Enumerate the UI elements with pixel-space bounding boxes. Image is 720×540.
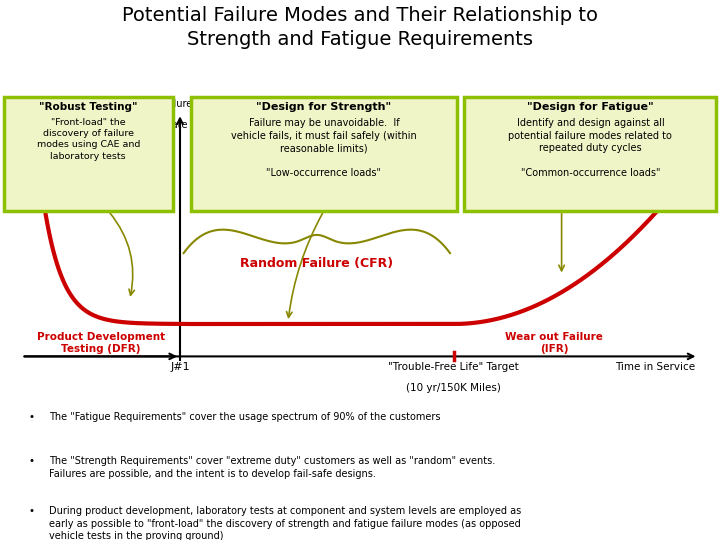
Text: •: • [29,456,35,467]
FancyBboxPatch shape [464,97,716,211]
Text: During product development, laboratory tests at component and system levels are : During product development, laboratory t… [49,507,521,540]
Text: The "Strength Requirements" cover "extreme duty" customers as well as "random" e: The "Strength Requirements" cover "extre… [49,456,495,478]
Text: J#1: J#1 [170,362,190,373]
Text: Time in Service: Time in Service [615,362,695,373]
Text: Strength and Fatigue Requirements: Strength and Fatigue Requirements [187,30,533,49]
Text: •: • [29,411,35,422]
Text: (10 yr/150K Miles): (10 yr/150K Miles) [406,383,501,393]
Text: Wear out Failure
(IFR): Wear out Failure (IFR) [505,332,603,354]
Text: Failure: Failure [161,99,192,109]
Text: "Robust Testing": "Robust Testing" [39,102,138,112]
Text: •: • [29,507,35,516]
FancyBboxPatch shape [191,97,457,211]
Text: "Design for Strength": "Design for Strength" [256,102,392,112]
Text: "Front-load" the
discovery of failure
modes using CAE and
laboratory tests: "Front-load" the discovery of failure mo… [37,118,140,160]
Text: "Trouble-Free Life" Target: "Trouble-Free Life" Target [388,362,519,373]
Text: "Design for Fatigue": "Design for Fatigue" [527,102,654,112]
Text: Random Failure (CFR): Random Failure (CFR) [240,256,393,270]
Text: Identify and design against all
potential failure modes related to
repeated duty: Identify and design against all potentia… [508,118,672,178]
Text: Product Development
Testing (DFR): Product Development Testing (DFR) [37,332,165,354]
Text: Potential Failure Modes and Their Relationship to: Potential Failure Modes and Their Relati… [122,6,598,25]
FancyBboxPatch shape [4,97,173,211]
Text: The "Fatigue Requirements" cover the usage spectrum of 90% of the customers: The "Fatigue Requirements" cover the usa… [49,411,441,422]
Text: Rate: Rate [165,119,188,130]
Text: Failure may be unavoidable.  If
vehicle fails, it must fail safely (within
reaso: Failure may be unavoidable. If vehicle f… [231,118,417,178]
